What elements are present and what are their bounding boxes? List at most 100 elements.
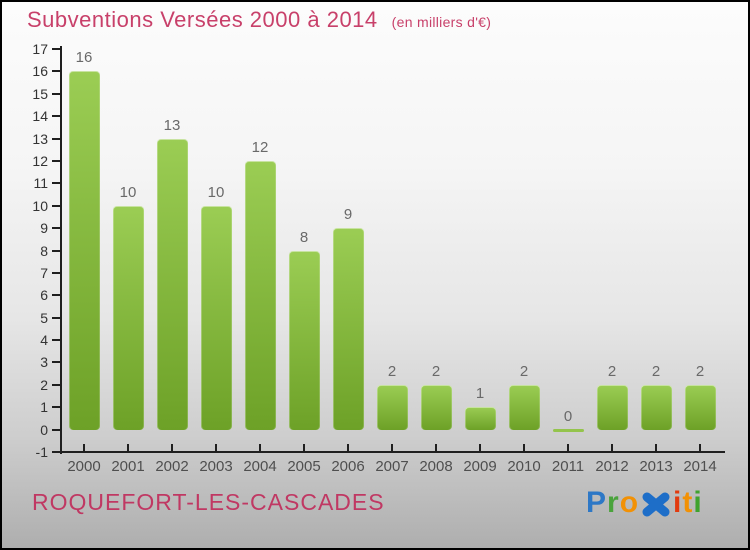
x-tick-label: 2014 bbox=[683, 458, 717, 475]
bar bbox=[596, 384, 628, 430]
y-tick bbox=[52, 115, 62, 118]
x-tick-label: 2009 bbox=[463, 458, 497, 475]
bar-value-label: 2 bbox=[607, 362, 617, 380]
y-tick-label: 1 bbox=[40, 399, 48, 416]
bar-value-label: 10 bbox=[119, 183, 137, 201]
x-tick-label: 2003 bbox=[199, 458, 233, 475]
y-tick-label: 6 bbox=[40, 287, 48, 304]
bar bbox=[288, 250, 320, 430]
proxiti-letter: i bbox=[673, 486, 683, 519]
y-tick bbox=[52, 339, 62, 342]
bar bbox=[200, 205, 232, 430]
x-tick-label: 2004 bbox=[243, 458, 277, 475]
y-tick-label: 15 bbox=[32, 85, 48, 102]
y-tick bbox=[52, 227, 62, 230]
x-tick bbox=[435, 444, 437, 452]
x-tick bbox=[127, 444, 129, 452]
x-tick bbox=[655, 444, 657, 452]
y-tick bbox=[52, 294, 62, 297]
chart-header: Subventions Versées 2000 à 2014 (en mill… bbox=[27, 7, 491, 33]
y-tick bbox=[52, 249, 62, 252]
chart-title: Subventions Versées 2000 à 2014 bbox=[27, 7, 378, 32]
y-tick-label: 10 bbox=[32, 197, 48, 214]
bar bbox=[684, 384, 716, 430]
y-tick-label: 5 bbox=[40, 309, 48, 326]
bar bbox=[244, 160, 276, 430]
x-tick bbox=[479, 444, 481, 452]
y-tick bbox=[52, 204, 62, 207]
x-tick bbox=[391, 444, 393, 452]
y-tick-label: 0 bbox=[40, 421, 48, 438]
bar-value-label: 13 bbox=[163, 116, 181, 134]
bar-value-label: 2 bbox=[695, 362, 705, 380]
y-tick bbox=[52, 137, 62, 140]
proxiti-letter: t bbox=[682, 486, 694, 519]
y-tick-label: 2 bbox=[40, 376, 48, 393]
bar bbox=[156, 138, 188, 430]
bar-value-label: 2 bbox=[519, 362, 529, 380]
bar-value-label: 0 bbox=[563, 407, 573, 425]
bar bbox=[508, 384, 540, 430]
x-tick-label: 2013 bbox=[639, 458, 673, 475]
bar-value-label: 9 bbox=[343, 206, 353, 224]
x-tick-label: 2012 bbox=[595, 458, 629, 475]
y-tick-label: 17 bbox=[32, 41, 48, 57]
commune-name: ROQUEFORT-LES-CASCADES bbox=[32, 489, 385, 515]
proxiti-letter: r bbox=[607, 486, 620, 519]
x-tick-label: 2001 bbox=[111, 458, 145, 475]
x-axis-line bbox=[60, 451, 725, 453]
x-tick-label: 2007 bbox=[375, 458, 409, 475]
x-tick-label: 2002 bbox=[155, 458, 189, 475]
zero-value-bar bbox=[552, 428, 584, 432]
y-tick-label: -1 bbox=[35, 444, 48, 460]
y-tick-label: 3 bbox=[40, 354, 48, 371]
y-tick bbox=[52, 361, 62, 364]
proxiti-x-icon bbox=[641, 491, 671, 518]
y-tick bbox=[52, 182, 62, 185]
y-tick-label: 8 bbox=[40, 242, 48, 259]
bar-value-label: 16 bbox=[75, 49, 93, 67]
x-tick bbox=[523, 444, 525, 452]
y-tick-label: 12 bbox=[32, 152, 48, 169]
y-tick-label: 16 bbox=[32, 63, 48, 80]
y-tick-label: 13 bbox=[32, 130, 48, 147]
y-tick-label: 4 bbox=[40, 332, 48, 349]
x-tick bbox=[567, 444, 569, 452]
proxiti-letter: i bbox=[693, 486, 703, 519]
bar bbox=[332, 228, 364, 430]
y-tick-label: 11 bbox=[33, 175, 48, 192]
bar-value-label: 10 bbox=[207, 183, 225, 201]
bar-value-label: 12 bbox=[251, 138, 269, 156]
bar bbox=[68, 71, 100, 430]
x-tick bbox=[215, 444, 217, 452]
y-tick bbox=[52, 406, 62, 409]
y-tick-label: 14 bbox=[32, 108, 48, 125]
bar bbox=[464, 407, 496, 430]
bar-value-label: 1 bbox=[475, 385, 485, 403]
y-tick bbox=[52, 159, 62, 162]
x-tick bbox=[303, 444, 305, 452]
proxiti-letter: o bbox=[619, 486, 640, 519]
bar bbox=[420, 384, 452, 430]
y-tick bbox=[52, 383, 62, 386]
y-tick bbox=[52, 316, 62, 319]
bar-value-label: 8 bbox=[299, 228, 309, 246]
bar-value-label: 2 bbox=[431, 362, 441, 380]
x-tick-label: 2008 bbox=[419, 458, 453, 475]
bar-value-label: 2 bbox=[387, 362, 397, 380]
y-tick bbox=[52, 271, 62, 274]
proxiti-letter: P bbox=[586, 486, 608, 519]
x-tick bbox=[83, 444, 85, 452]
bar bbox=[640, 384, 672, 430]
x-tick bbox=[347, 444, 349, 452]
y-tick bbox=[52, 451, 62, 453]
bar-value-label: 2 bbox=[651, 362, 661, 380]
y-tick bbox=[52, 48, 62, 50]
x-tick bbox=[699, 444, 701, 452]
x-tick-label: 2006 bbox=[331, 458, 365, 475]
chart-subtitle: (en milliers d'€) bbox=[391, 14, 492, 30]
y-tick bbox=[52, 92, 62, 95]
x-tick bbox=[259, 444, 261, 452]
